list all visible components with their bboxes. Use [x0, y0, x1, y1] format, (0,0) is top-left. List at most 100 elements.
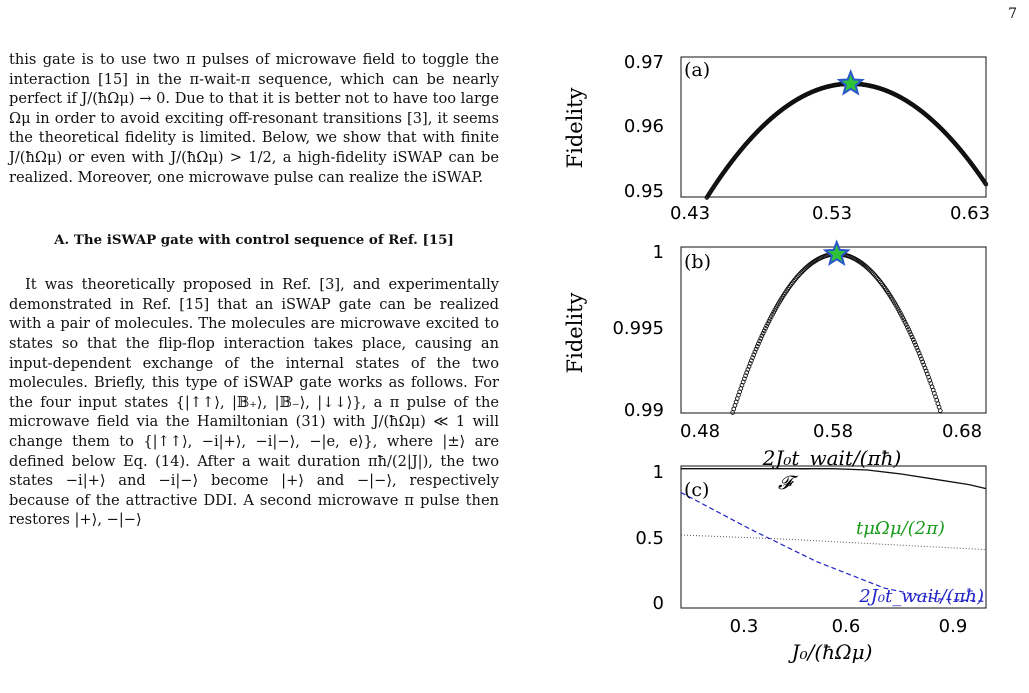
- data-point: [885, 289, 890, 295]
- data-point: [815, 87, 820, 92]
- data-point: [885, 89, 891, 94]
- data-point: [753, 346, 759, 352]
- data-point: [966, 157, 971, 163]
- data-point: [711, 185, 716, 190]
- data-point: [947, 135, 953, 141]
- panel-a: (a) Fidelity 0.97 0.96 0.95 0.43 0.53 0.…: [563, 52, 990, 224]
- data-point: [794, 274, 800, 280]
- data-point: [854, 81, 859, 87]
- data-point: [863, 264, 869, 270]
- data-point: [964, 155, 969, 160]
- data-point: [732, 155, 737, 161]
- data-point: [943, 131, 949, 136]
- data-point: [972, 166, 978, 171]
- data-point: [847, 254, 853, 259]
- data-point: [808, 261, 814, 266]
- data-point: [886, 89, 891, 94]
- data-point: [886, 291, 891, 296]
- data-point: [774, 303, 780, 309]
- data-point: [910, 337, 916, 342]
- data-point: [810, 89, 816, 94]
- data-point: [979, 175, 984, 180]
- data-point: [869, 84, 875, 89]
- data-point: [980, 177, 986, 183]
- data-point: [870, 84, 876, 89]
- data-point: [945, 133, 951, 138]
- data-point: [921, 110, 927, 116]
- data-point: [814, 257, 820, 263]
- data-point: [715, 178, 721, 183]
- data-point: [798, 94, 804, 100]
- data-point: [866, 266, 872, 272]
- data-point: [855, 81, 861, 87]
- data-point: [931, 119, 937, 124]
- data-point: [925, 113, 930, 119]
- data-point: [856, 81, 861, 87]
- data-point: [969, 161, 974, 166]
- data-point: [835, 251, 841, 257]
- paragraph-1: this gate is to use two π pulses of micr…: [9, 51, 499, 186]
- data-point: [838, 82, 843, 87]
- data-point: [940, 128, 946, 133]
- data-point: [941, 129, 947, 134]
- data-point: [759, 125, 764, 130]
- data-point: [935, 122, 940, 128]
- data-point: [932, 120, 938, 125]
- data-point: [800, 94, 805, 99]
- data-point: [764, 120, 769, 125]
- data-point: [780, 293, 786, 299]
- data-point: [836, 82, 842, 87]
- data-point: [929, 117, 935, 123]
- data-point: [861, 262, 867, 268]
- data-point: [814, 87, 819, 93]
- data-point: [873, 84, 878, 90]
- data-point: [747, 137, 752, 143]
- data-point: [777, 299, 782, 305]
- data-point: [766, 118, 772, 123]
- data-point: [876, 85, 881, 91]
- data-point: [819, 86, 825, 91]
- data-point: [770, 115, 775, 120]
- data-point: [817, 256, 822, 261]
- data-point: [853, 81, 859, 87]
- data-point: [979, 176, 985, 181]
- data-point: [754, 130, 759, 135]
- data-point: [834, 82, 839, 88]
- data-point: [950, 139, 956, 144]
- panel-c-xlabel: J₀/(ħΩμ): [788, 640, 873, 664]
- data-point: [790, 280, 795, 286]
- data-point: [736, 392, 741, 398]
- data-point: [763, 325, 768, 331]
- data-point: [899, 95, 905, 101]
- data-point: [894, 92, 899, 98]
- data-point: [862, 263, 868, 269]
- data-point: [875, 85, 880, 90]
- data-point: [738, 386, 744, 391]
- data-point: [837, 82, 843, 87]
- data-point: [765, 119, 771, 124]
- data-point: [785, 286, 791, 292]
- data-point: [915, 105, 920, 111]
- data-point: [957, 146, 962, 152]
- data-point: [742, 142, 748, 148]
- data-point: [739, 382, 745, 388]
- data-point: [976, 171, 982, 177]
- data-point: [767, 117, 772, 123]
- data-point: [967, 159, 973, 165]
- data-point: [902, 97, 908, 103]
- data-point: [723, 166, 729, 172]
- data-point: [868, 83, 874, 89]
- data-point: [926, 114, 931, 120]
- data-point: [955, 143, 960, 149]
- data-point: [975, 170, 981, 175]
- data-point: [741, 376, 747, 382]
- data-point: [899, 313, 904, 318]
- data-point: [840, 81, 846, 87]
- data-point: [923, 112, 929, 118]
- panel-b-ytick: 0.995: [612, 318, 664, 339]
- data-point: [890, 298, 896, 304]
- data-point: [769, 116, 774, 121]
- data-point: [752, 132, 757, 138]
- data-point: [889, 90, 894, 96]
- data-point: [838, 81, 844, 87]
